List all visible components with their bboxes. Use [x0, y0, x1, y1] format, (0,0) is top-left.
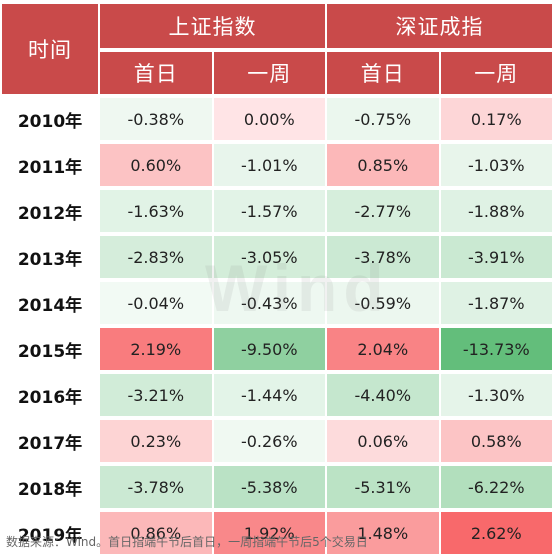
value-cell: -1.63% [100, 190, 212, 232]
header-sse-first-day: 首日 [100, 52, 212, 94]
value-cell: 0.23% [100, 420, 212, 462]
value-cell: -5.38% [213, 466, 325, 508]
value-cell: 0.06% [327, 420, 439, 462]
header-group-sse: 上证指数 [100, 4, 325, 48]
source-note: 数据来源：Wind。首日指端午节后首日，一周指端午节后5个交易日 [6, 535, 368, 549]
table-row: 2010年 -0.38% 0.00% -0.75% 0.17% [2, 98, 552, 140]
value-cell: -13.73% [440, 328, 552, 370]
header-group-szse: 深证成指 [327, 4, 552, 48]
value-cell: 0.85% [327, 144, 439, 186]
value-cell: -0.26% [213, 420, 325, 462]
value-cell: -6.22% [440, 466, 552, 508]
row-year: 2012年 [2, 190, 98, 232]
value-cell: -1.30% [440, 374, 552, 416]
value-cell: -2.77% [327, 190, 439, 232]
value-cell: -0.75% [327, 98, 439, 140]
value-cell: 2.19% [100, 328, 212, 370]
table-row: 2012年 -1.63% -1.57% -2.77% -1.88% [2, 190, 552, 232]
value-cell: -4.40% [327, 374, 439, 416]
table-row: 2017年 0.23% -0.26% 0.06% 0.58% [2, 420, 552, 462]
header-row-groups: 时间 上证指数 深证成指 [2, 4, 552, 94]
value-cell: -1.44% [213, 374, 325, 416]
value-cell: 2.62% [440, 512, 552, 554]
table-row: 2014年 -0.04% -0.43% -0.59% -1.87% [2, 282, 552, 324]
value-cell: -3.78% [100, 466, 212, 508]
row-year: 2018年 [2, 466, 98, 508]
value-cell: 1.48% [327, 512, 439, 554]
value-cell: -1.03% [440, 144, 552, 186]
row-year: 2017年 [2, 420, 98, 462]
value-cell: -0.43% [213, 282, 325, 324]
value-cell: -3.05% [213, 236, 325, 278]
table-row: 2019年 0.86% 1.92% 1.48% 2.62% [2, 512, 552, 554]
value-cell: -1.87% [440, 282, 552, 324]
row-year: 2014年 [2, 282, 98, 324]
value-cell: 1.92% [213, 512, 325, 554]
header-szse-first-day: 首日 [327, 52, 439, 94]
value-cell: -0.38% [100, 98, 212, 140]
value-cell: -3.21% [100, 374, 212, 416]
value-cell: 0.86% [100, 512, 212, 554]
table-row: 2016年 -3.21% -1.44% -4.40% -1.30% [2, 374, 552, 416]
value-cell: 0.58% [440, 420, 552, 462]
value-cell: -1.01% [213, 144, 325, 186]
value-cell: -3.78% [327, 236, 439, 278]
value-cell: -1.88% [440, 190, 552, 232]
value-cell: -0.04% [100, 282, 212, 324]
table-row: 2018年 -3.78% -5.38% -5.31% -6.22% [2, 466, 552, 508]
value-cell: -2.83% [100, 236, 212, 278]
header-time: 时间 [2, 4, 98, 94]
value-cell: -5.31% [327, 466, 439, 508]
table-body: 2010年 -0.38% 0.00% -0.75% 0.17% 2011年 0.60% -1.… [2, 98, 552, 554]
value-cell: -9.50% [213, 328, 325, 370]
row-year: 2010年 [2, 98, 98, 140]
value-cell: -3.91% [440, 236, 552, 278]
value-cell: 0.60% [100, 144, 212, 186]
header-szse-one-week: 一周 [440, 52, 552, 94]
row-year: 2019年 [2, 512, 98, 554]
value-cell: -1.57% [213, 190, 325, 232]
row-year: 2011年 [2, 144, 98, 186]
header-row-subcols: 首日 一周 首日 一周 [2, 52, 552, 94]
table-row: 2015年 2.19% -9.50% 2.04% -13.73% [2, 328, 552, 370]
table-row: 2011年 0.60% -1.01% 0.85% -1.03% [2, 144, 552, 186]
value-cell: 2.04% [327, 328, 439, 370]
value-cell: -0.59% [327, 282, 439, 324]
row-year: 2013年 [2, 236, 98, 278]
row-year: 2016年 [2, 374, 98, 416]
row-year: 2015年 [2, 328, 98, 370]
value-cell: 0.17% [440, 98, 552, 140]
header-sse-one-week: 一周 [213, 52, 325, 94]
value-cell: 0.00% [213, 98, 325, 140]
table-row: 2013年 -2.83% -3.05% -3.78% -3.91% [2, 236, 552, 278]
